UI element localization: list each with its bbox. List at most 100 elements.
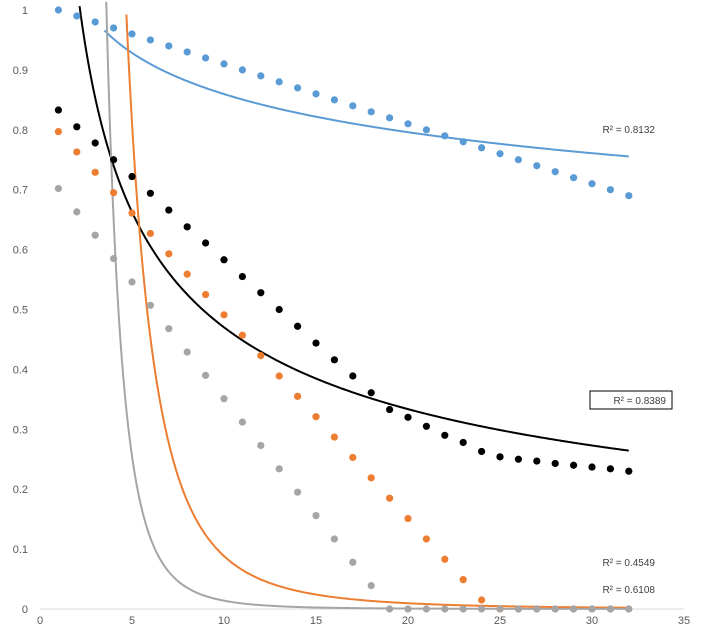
data-point bbox=[110, 254, 118, 263]
data-point bbox=[220, 395, 228, 403]
trendline-series-3 bbox=[125, 14, 629, 609]
data-point bbox=[275, 305, 283, 314]
data-point bbox=[312, 511, 320, 520]
data-point bbox=[294, 392, 302, 400]
data-point bbox=[275, 372, 283, 380]
data-point bbox=[349, 558, 357, 566]
data-point bbox=[514, 605, 523, 613]
y-tick-label: 0.9 bbox=[13, 65, 28, 77]
data-point bbox=[441, 555, 449, 563]
r-squared-label-series-3: R² = 0.4549 bbox=[602, 558, 655, 569]
data-point bbox=[257, 441, 265, 450]
data-point bbox=[257, 72, 265, 80]
y-tick-label: 1 bbox=[22, 5, 28, 17]
data-point bbox=[459, 438, 467, 447]
data-point bbox=[386, 405, 394, 414]
r-squared-label-series-2: R² = 0.8389 bbox=[613, 396, 666, 407]
data-point bbox=[257, 289, 265, 297]
axes: 0 5 10 15 20 25 30 35 0 0.1 0.2 0.3 0.4 0.5 0.6 0.7 0.8 0… bbox=[13, 5, 690, 627]
trendline-series-1 bbox=[103, 29, 629, 158]
data-point bbox=[422, 422, 430, 430]
data-point bbox=[54, 127, 63, 136]
data-point bbox=[570, 605, 578, 613]
data-point bbox=[257, 352, 265, 360]
data-point bbox=[349, 453, 357, 462]
data-point bbox=[128, 30, 136, 38]
y-tick-label: 0.5 bbox=[13, 305, 28, 317]
data-point bbox=[220, 311, 228, 319]
data-point bbox=[73, 208, 81, 216]
data-point bbox=[367, 582, 375, 590]
data-point bbox=[551, 168, 559, 176]
data-point bbox=[386, 114, 394, 122]
data-point bbox=[478, 596, 486, 604]
data-point bbox=[54, 6, 63, 14]
data-point bbox=[551, 459, 559, 468]
r-squared-box bbox=[589, 390, 673, 410]
data-points bbox=[54, 6, 633, 613]
trendline-series-4 bbox=[105, 1, 629, 610]
data-point bbox=[533, 457, 541, 465]
data-point bbox=[202, 54, 210, 62]
y-tick-label: 0.3 bbox=[13, 424, 28, 436]
data-point bbox=[54, 106, 63, 114]
data-point bbox=[496, 605, 504, 613]
r-squared-label-series-1: R² = 0.8132 bbox=[602, 125, 655, 136]
data-point bbox=[459, 138, 467, 146]
data-point bbox=[349, 372, 357, 380]
data-point bbox=[496, 150, 504, 158]
data-point bbox=[73, 123, 81, 131]
data-point bbox=[478, 447, 486, 456]
data-point bbox=[330, 96, 338, 104]
data-point bbox=[183, 270, 191, 278]
data-point bbox=[588, 605, 596, 613]
data-point bbox=[165, 250, 173, 258]
data-point bbox=[459, 605, 467, 613]
x-tick-label: 30 bbox=[586, 615, 598, 627]
data-point bbox=[441, 132, 449, 140]
data-point bbox=[588, 463, 596, 471]
data-point bbox=[422, 126, 430, 134]
y-tick-label: 0 bbox=[22, 604, 28, 616]
data-point bbox=[386, 494, 394, 502]
data-point bbox=[110, 189, 118, 197]
y-tick-label: 0.6 bbox=[13, 245, 28, 257]
data-point bbox=[238, 418, 246, 426]
data-point bbox=[128, 172, 136, 181]
data-point bbox=[404, 514, 412, 523]
data-point bbox=[73, 12, 81, 20]
data-point bbox=[570, 174, 578, 182]
data-point bbox=[220, 256, 228, 264]
trendlines bbox=[78, 1, 629, 610]
data-point bbox=[146, 229, 154, 238]
data-point bbox=[202, 290, 210, 299]
data-point bbox=[110, 24, 118, 32]
data-point bbox=[128, 209, 136, 217]
x-tick-label: 35 bbox=[678, 615, 690, 627]
data-point bbox=[202, 239, 210, 247]
data-point bbox=[294, 488, 302, 496]
r-squared-label-series-4: R² = 0.6108 bbox=[602, 585, 655, 596]
x-tick-label: 10 bbox=[218, 615, 230, 627]
x-tick-label: 5 bbox=[129, 615, 135, 627]
data-point bbox=[404, 413, 412, 421]
data-point bbox=[146, 189, 154, 197]
trendline-series-2 bbox=[78, 6, 629, 452]
data-point bbox=[91, 231, 99, 239]
data-point bbox=[275, 465, 283, 473]
data-point bbox=[349, 102, 357, 110]
data-point bbox=[367, 108, 375, 116]
data-point bbox=[183, 348, 191, 356]
data-point bbox=[73, 148, 81, 156]
data-point bbox=[294, 84, 302, 92]
data-point bbox=[514, 156, 523, 164]
data-point bbox=[202, 371, 210, 379]
data-point bbox=[165, 206, 173, 214]
data-point bbox=[165, 325, 173, 333]
data-point bbox=[533, 605, 541, 613]
data-point bbox=[146, 36, 154, 44]
data-point bbox=[386, 605, 394, 613]
y-tick-label: 0.7 bbox=[13, 185, 28, 197]
data-point bbox=[330, 356, 338, 364]
